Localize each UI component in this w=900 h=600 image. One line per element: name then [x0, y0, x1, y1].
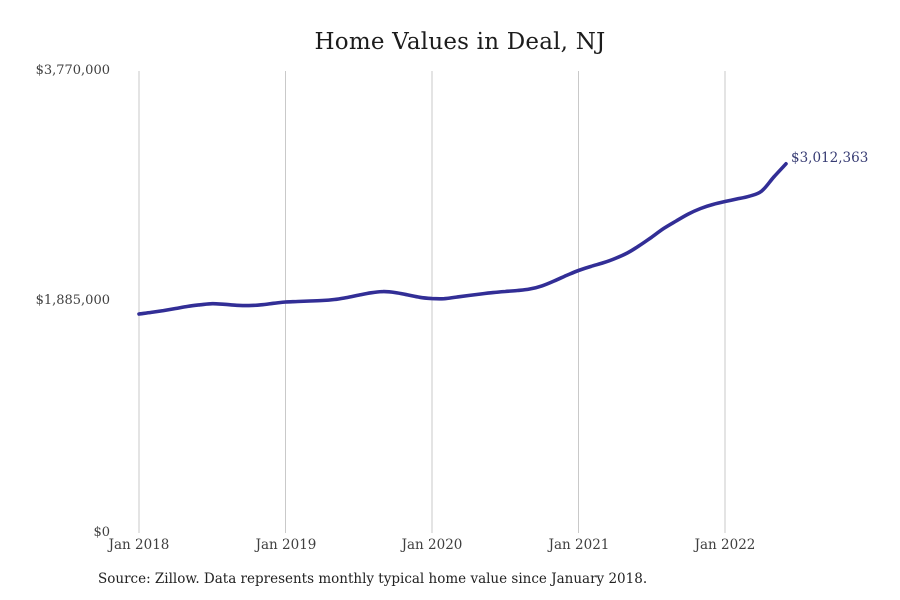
x-axis-tick-2019: Jan 2019	[255, 537, 317, 553]
x-axis-tick-2020: Jan 2020	[401, 537, 463, 553]
chart-title: Home Values in Deal, NJ	[314, 29, 606, 55]
latest-value-label: $3,012,363	[791, 150, 869, 166]
y-axis-tick-mid: $1,885,000	[35, 293, 110, 308]
home-value-line-series	[137, 162, 788, 316]
y-axis-tick-max: $3,770,000	[35, 63, 110, 78]
source-note: Source: Zillow. Data represents monthly …	[98, 571, 648, 587]
x-axis-tick-2022: Jan 2022	[694, 537, 756, 553]
y-axis-tick-zero: $0	[93, 525, 110, 540]
x-axis-tick-2021: Jan 2021	[548, 537, 610, 553]
x-axis-tick-2018: Jan 2018	[108, 537, 170, 553]
